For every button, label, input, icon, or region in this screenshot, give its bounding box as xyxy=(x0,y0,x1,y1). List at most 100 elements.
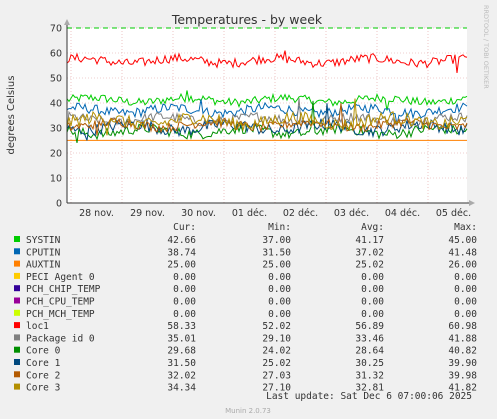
legend-value-avg: 28.64 xyxy=(355,346,384,357)
legend-header-max: Max: xyxy=(454,222,477,233)
legend-swatch xyxy=(14,236,20,242)
x-tick-labels: 28 nov. 29 nov. 30 nov. 01 déc. 02 déc. 03 dé… xyxy=(79,208,471,219)
series-line-loc1 xyxy=(66,50,468,73)
legend-value-avg: 31.32 xyxy=(355,370,384,381)
legend-swatch xyxy=(14,260,20,267)
legend-value-min: 31.50 xyxy=(262,247,291,258)
legend-value-avg: 0.00 xyxy=(361,284,384,295)
legend-header-min: Min: xyxy=(268,222,291,233)
legend-value-max: 60.98 xyxy=(448,321,477,332)
y-axis-arrow xyxy=(64,19,70,25)
y-tick-label: 20 xyxy=(50,149,62,160)
munin-footer: Munin 2.0.73 xyxy=(225,407,271,415)
x-axis-arrow xyxy=(469,200,475,206)
legend-value-cur: 0.00 xyxy=(173,284,196,295)
legend-swatch xyxy=(14,248,20,255)
legend-value-max: 26.00 xyxy=(448,260,477,271)
y-tick-label: 10 xyxy=(50,174,62,185)
y-tick-label: 70 xyxy=(50,24,62,35)
legend-swatch xyxy=(14,285,20,292)
legend-value-max: 0.00 xyxy=(454,297,477,308)
legend-value-max: 0.00 xyxy=(454,309,477,320)
legend-value-min: 27.03 xyxy=(262,370,291,381)
y-tick-label: 30 xyxy=(50,124,62,135)
legend-value-min: 0.00 xyxy=(268,284,291,295)
legend-header-cur: Cur: xyxy=(173,222,196,233)
legend-value-min: 37.00 xyxy=(262,235,291,246)
legend-value-cur: 34.34 xyxy=(167,383,196,394)
legend-value-avg: 25.02 xyxy=(355,260,384,271)
legend-value-cur: 25.00 xyxy=(167,260,196,271)
last-update-text: Last update: Sat Dec 6 07:00:06 2025 xyxy=(266,391,472,402)
legend-value-max: 0.00 xyxy=(454,272,477,283)
legend-swatch xyxy=(14,309,20,316)
legend-series-name: PCH_MCH_TEMP xyxy=(26,309,95,320)
y-tick-label: 50 xyxy=(50,74,62,85)
series-line-systin xyxy=(66,90,468,111)
x-tick-label: 30 nov. xyxy=(181,208,216,219)
legend-value-max: 41.88 xyxy=(448,333,477,344)
legend-value-cur: 0.00 xyxy=(173,309,196,320)
legend-series-name: loc1 xyxy=(26,321,49,332)
legend-value-max: 41.82 xyxy=(448,383,477,394)
legend-value-avg: 32.81 xyxy=(355,383,384,394)
legend-series-name: PECI Agent 0 xyxy=(26,272,95,283)
legend-series-name: Core 2 xyxy=(26,370,60,381)
legend-value-min: 29.10 xyxy=(262,333,291,344)
chart-title: Temperatures - by week xyxy=(171,12,323,27)
y-tick-label: 60 xyxy=(50,49,62,60)
legend-value-min: 24.02 xyxy=(262,346,291,357)
y-tick-labels: 0 10 20 30 40 50 60 70 xyxy=(50,24,62,210)
legend-value-min: 27.10 xyxy=(262,383,291,394)
legend-swatch xyxy=(14,359,20,365)
rrdtool-side-label: RRDTOOL / TOBI OETIKER xyxy=(482,5,490,89)
legend-value-avg: 0.00 xyxy=(361,272,384,283)
x-tick-label: 04 déc. xyxy=(385,208,420,219)
legend-swatch xyxy=(14,297,20,304)
legend-series-name: PCH_CPU_TEMP xyxy=(26,297,95,308)
legend-value-max: 0.00 xyxy=(454,284,477,295)
legend-value-min: 0.00 xyxy=(268,309,291,320)
x-tick-label: 05 déc. xyxy=(436,208,471,219)
legend-value-cur: 35.01 xyxy=(167,333,196,344)
series-line-core-3 xyxy=(66,98,468,136)
legend-value-cur: 29.68 xyxy=(167,346,196,357)
legend-value-avg: 33.46 xyxy=(355,333,384,344)
legend-series-name: AUXTIN xyxy=(26,260,61,271)
legend-value-avg: 30.25 xyxy=(355,358,384,369)
axes xyxy=(64,19,475,206)
x-tick-label: 29 nov. xyxy=(130,208,165,219)
legend-value-avg: 37.02 xyxy=(355,247,384,258)
legend-value-cur: 42.66 xyxy=(167,235,196,246)
legend-value-cur: 31.50 xyxy=(167,358,196,369)
legend-series-name: Core 3 xyxy=(26,383,60,394)
legend-series-name: Core 0 xyxy=(26,346,61,357)
legend-value-cur: 0.00 xyxy=(173,272,196,283)
legend-value-min: 0.00 xyxy=(268,297,291,308)
legend-value-min: 52.02 xyxy=(262,321,291,332)
legend-table: Cur: Min: Avg: Max: SYSTIN 42.66 37.00 41.17 45.… xyxy=(14,222,477,394)
legend-swatch xyxy=(14,322,20,329)
legend-swatch xyxy=(14,272,20,279)
legend-value-cur: 0.00 xyxy=(173,297,196,308)
legend-swatch xyxy=(14,371,20,378)
legend-value-max: 45.00 xyxy=(448,235,477,246)
legend-series-name: Core 1 xyxy=(26,358,61,369)
x-tick-label: 28 nov. xyxy=(79,208,114,219)
x-tick-label: 02 déc. xyxy=(283,208,318,219)
legend-value-max: 41.48 xyxy=(448,247,477,258)
legend-value-cur: 38.74 xyxy=(167,247,196,258)
legend-value-min: 25.00 xyxy=(262,260,291,271)
y-axis-label: degrees Celsius xyxy=(6,76,17,155)
legend-value-avg: 56.89 xyxy=(355,321,384,332)
legend-series-name: Package id 0 xyxy=(26,333,95,344)
legend-value-avg: 0.00 xyxy=(361,297,384,308)
legend-series-name: PCH_CHIP_TEMP xyxy=(26,284,101,295)
y-tick-label: 0 xyxy=(56,199,62,210)
legend-value-max: 39.98 xyxy=(448,370,477,381)
legend-swatch xyxy=(14,334,20,341)
legend-value-min: 25.02 xyxy=(262,358,291,369)
legend-value-max: 40.82 xyxy=(448,346,477,357)
legend-value-cur: 58.33 xyxy=(167,321,196,332)
